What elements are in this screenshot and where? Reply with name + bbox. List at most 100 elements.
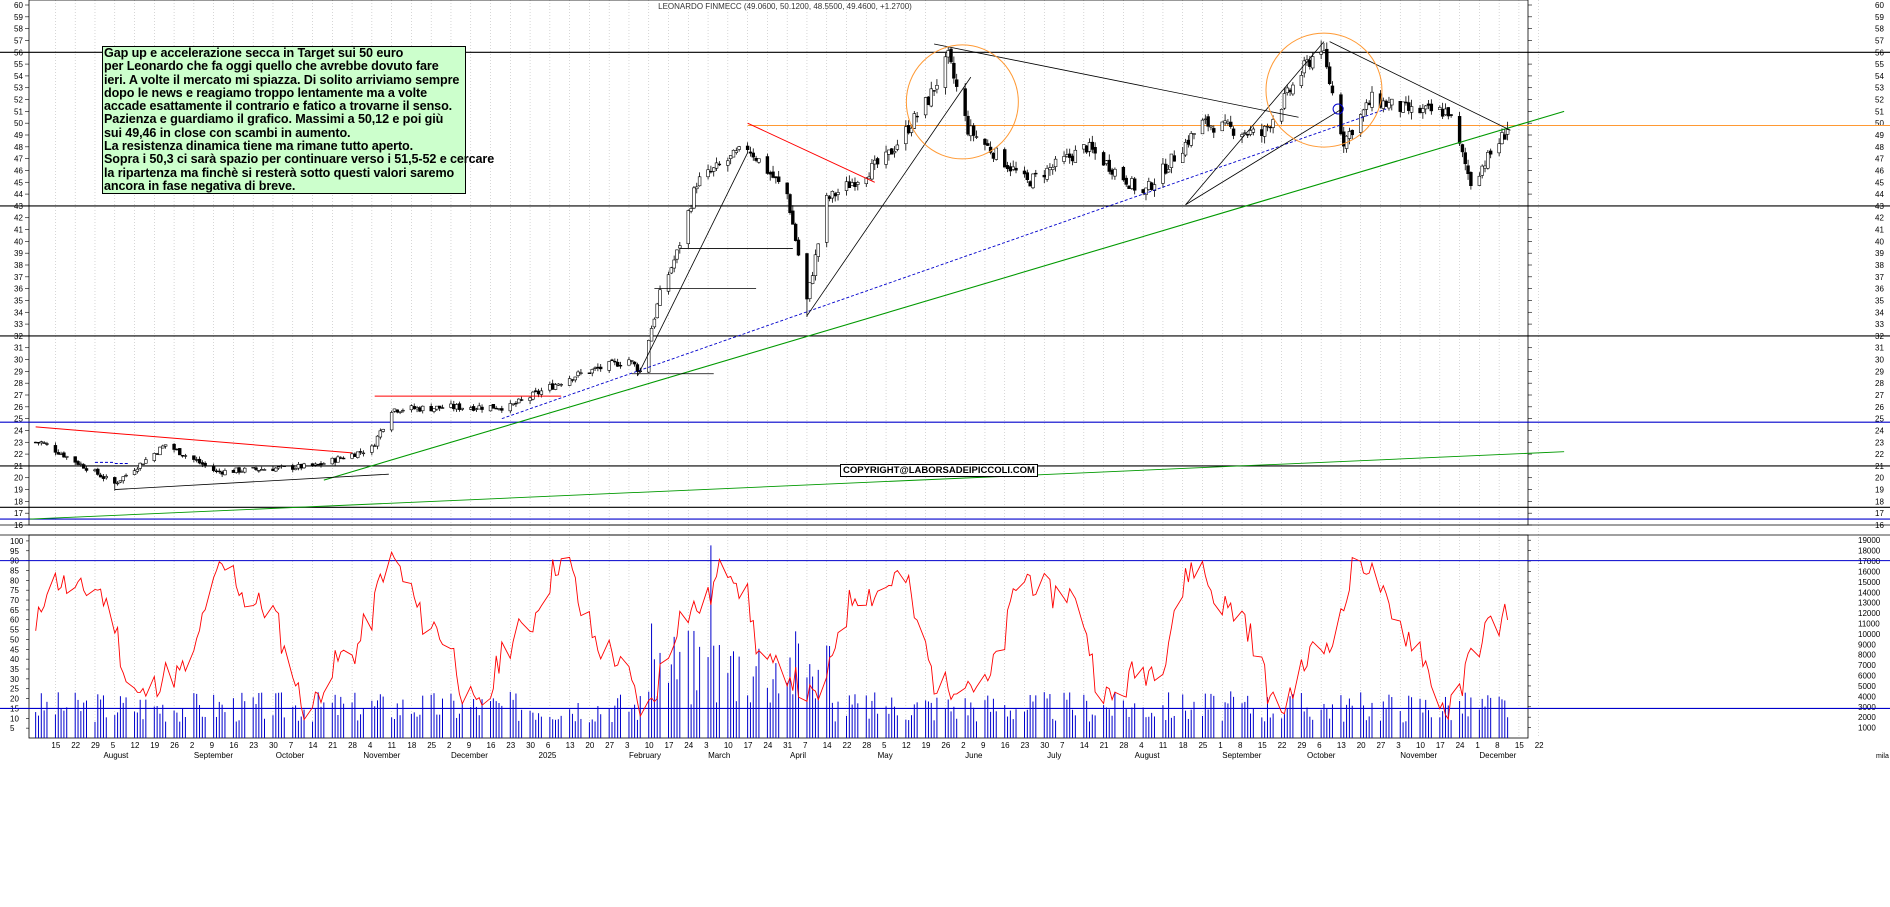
candle-body	[1031, 173, 1035, 189]
candle-body	[121, 476, 125, 482]
candle-body	[649, 328, 654, 342]
x-day-label: 7	[1060, 741, 1065, 750]
y-tick-label-right: 60	[1875, 1, 1884, 10]
candle-body	[1034, 172, 1038, 175]
candle-body	[223, 470, 227, 476]
candle-body	[1378, 93, 1383, 108]
candle-body	[1206, 116, 1210, 127]
candle-body	[370, 445, 374, 453]
y-tick-label-left: 37	[14, 273, 23, 282]
x-day-label: 12	[902, 741, 911, 750]
x-day-label: 20	[585, 741, 594, 750]
candle-body	[45, 443, 49, 445]
candle-body	[994, 147, 998, 160]
candle-body	[81, 464, 86, 469]
candle-body	[1299, 75, 1304, 86]
vol-tick-label: 10000	[1858, 630, 1881, 639]
candle-body	[1282, 93, 1287, 109]
candle-body	[1082, 144, 1086, 150]
vol-tick-label: 7000	[1858, 661, 1876, 670]
candle-body	[785, 182, 789, 195]
candle-body	[197, 458, 202, 464]
y-tick-label-right: 18	[1875, 497, 1884, 506]
y-tick-label-right: 50	[1875, 119, 1884, 128]
candle-body	[282, 465, 286, 467]
candle-body	[437, 405, 442, 409]
candle-body	[1161, 163, 1165, 184]
x-day-label: 25	[427, 741, 436, 750]
x-day-label: 4	[1139, 741, 1144, 750]
candle-body	[389, 412, 394, 431]
candle-body	[1497, 143, 1501, 154]
y-tick-label-right: 58	[1875, 25, 1884, 34]
candle-body	[1361, 109, 1366, 117]
candle-body	[257, 469, 261, 472]
candle-body	[825, 195, 829, 243]
y-tick-label-right: 55	[1875, 60, 1884, 69]
y-tick-label-right: 31	[1875, 344, 1884, 353]
x-day-label: 3	[704, 741, 709, 750]
candle-body	[988, 146, 993, 153]
y-tick-label-left: 50	[14, 119, 23, 128]
y-tick-label-right: 49	[1875, 131, 1884, 140]
candle-body	[904, 126, 908, 145]
candle-body	[895, 144, 900, 150]
x-day-label: 22	[1278, 741, 1287, 750]
candle-body	[381, 428, 385, 432]
candle-body	[1166, 169, 1171, 173]
candle-body	[827, 196, 832, 199]
y-tick-label-left: 28	[14, 379, 23, 388]
blue-marker-circle	[1332, 103, 1344, 115]
candle-body	[596, 366, 600, 369]
y-tick-label-right: 37	[1875, 273, 1884, 282]
candle-body	[672, 259, 676, 269]
candle-body	[726, 160, 730, 166]
candle-body	[630, 360, 634, 362]
y-tick-label-right: 54	[1875, 72, 1884, 81]
annotation-line: accade esattamente il contrario e fatico…	[104, 99, 453, 114]
osc-tick-label: 75	[10, 586, 19, 595]
candle-body	[593, 367, 597, 369]
x-day-label: 23	[506, 741, 515, 750]
candle-body	[1220, 121, 1224, 132]
candle-body	[435, 405, 439, 410]
candle-body	[36, 442, 41, 444]
candle-body	[254, 467, 258, 470]
candle-body	[194, 459, 199, 461]
x-day-label: 13	[566, 741, 575, 750]
y-tick-label-left: 46	[14, 166, 23, 175]
candle-body	[415, 407, 419, 410]
candle-body	[1084, 145, 1089, 153]
candle-body	[353, 453, 357, 457]
candle-body	[1203, 118, 1208, 121]
candles-group	[33, 40, 1510, 491]
candle-body	[180, 455, 185, 457]
black-downtrend-line	[934, 43, 1299, 118]
candle-body	[796, 239, 801, 256]
candle-body	[709, 170, 713, 173]
x-day-label: 9	[467, 741, 472, 750]
x-day-label: 16	[487, 741, 496, 750]
candle-body	[689, 208, 693, 212]
candle-body	[615, 361, 620, 367]
candle-body	[714, 162, 719, 169]
candle-body	[912, 113, 917, 129]
x-day-label: 3	[1396, 741, 1401, 750]
x-day-label: 12	[131, 741, 140, 750]
candle-body	[183, 455, 188, 457]
candle-body	[1398, 101, 1402, 112]
osc-tick-label: 30	[10, 675, 19, 684]
y-tick-label-right: 52	[1875, 96, 1884, 105]
candle-body	[1404, 101, 1408, 104]
candle-body	[508, 403, 512, 412]
x-month-label: March	[708, 751, 730, 760]
candle-body	[1500, 132, 1504, 145]
x-day-label: 16	[229, 741, 238, 750]
y-tick-label-left: 20	[14, 474, 23, 483]
y-tick-label-right: 22	[1875, 450, 1884, 459]
vol-tick-label: 18000	[1858, 547, 1881, 556]
red-resistance-line	[747, 122, 875, 183]
x-day-label: 27	[1376, 741, 1385, 750]
candle-body	[892, 151, 897, 154]
candle-body	[118, 480, 123, 483]
